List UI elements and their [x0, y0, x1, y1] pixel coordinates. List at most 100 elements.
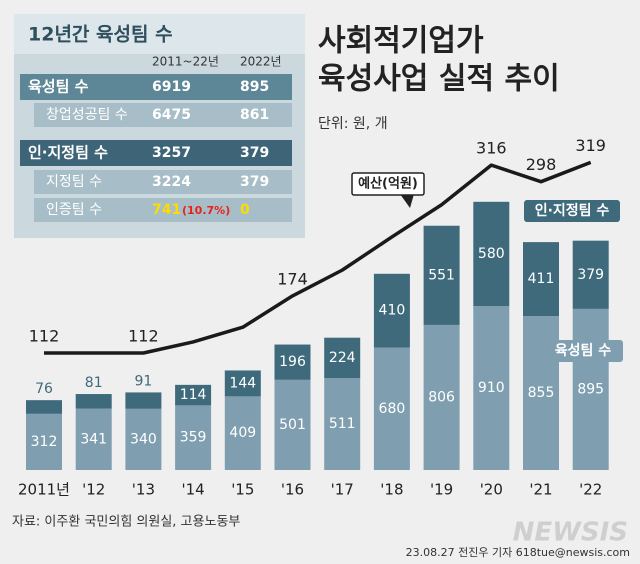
data-label: 341: [80, 431, 107, 447]
bar-segment: [523, 242, 559, 317]
table-row-label: 인증팀 수: [46, 202, 102, 218]
data-label: 501: [279, 417, 306, 433]
chart-title: 사회적기업가: [318, 24, 484, 59]
bar-segment: [572, 240, 609, 309]
table-cell: 379: [240, 174, 269, 190]
bar-segment: [373, 273, 410, 348]
data-label: 359: [180, 430, 207, 446]
x-tick-label: '18: [380, 481, 403, 499]
legend-label: 육성팀 수: [555, 343, 612, 359]
x-tick-label: '19: [430, 481, 453, 499]
data-label: 806: [428, 389, 455, 405]
bar-segment: [423, 324, 460, 470]
table-cell: 895: [240, 79, 269, 95]
table-row: [20, 74, 292, 100]
bar-segment: [324, 337, 361, 379]
table-column: 2022년: [240, 55, 282, 69]
data-label: 379: [577, 267, 604, 283]
data-label: 910: [478, 380, 505, 396]
data-label: 312: [31, 434, 58, 450]
chart-title: 육성사업 실적 추이: [318, 62, 560, 97]
data-label: 410: [379, 303, 406, 319]
table-row-label: 창업성공팀 수: [46, 107, 128, 123]
credit: 23.08.27 전진우 기자 618tue@newsis.com: [406, 546, 630, 559]
data-label: 196: [279, 354, 306, 370]
table-cell: 0: [240, 202, 250, 218]
data-label: 91: [134, 373, 152, 389]
table-column: 2011~22년: [152, 55, 219, 69]
data-label: 855: [528, 385, 555, 401]
table-row: [20, 140, 292, 166]
line-legend: 예산(억원): [358, 176, 418, 192]
table-cell: 861: [240, 107, 269, 123]
bar-segment: [75, 408, 112, 470]
bar-segment: [572, 308, 609, 470]
line-label: 112: [29, 327, 60, 346]
watermark: NEWSIS: [513, 518, 628, 548]
line-label: 316: [476, 139, 507, 158]
table-row-label: 육성팀 수: [28, 78, 89, 96]
bar-segment: [373, 347, 410, 470]
line-label: 174: [277, 269, 308, 288]
legend-box: [543, 340, 623, 362]
table-row: [34, 103, 292, 127]
bar-segment: [224, 370, 261, 397]
table-cell: 6919: [152, 79, 191, 95]
bar-segment: [26, 413, 62, 470]
bar-segment: [125, 408, 162, 470]
bar-segment: [473, 306, 510, 470]
data-label: 551: [428, 267, 455, 283]
table-title: 12년간 육성팀 수: [28, 24, 173, 46]
bar-segment: [175, 405, 212, 470]
bar-segment: [224, 396, 261, 470]
data-label: 411: [528, 271, 555, 287]
x-tick-label: '20: [480, 481, 503, 499]
x-tick-label: '13: [132, 481, 155, 499]
legend-box: [524, 200, 620, 222]
x-tick-label: 2011년: [18, 481, 70, 499]
table-share: (10.7%): [182, 204, 230, 217]
line-label: 298: [526, 155, 557, 174]
callout-pointer: [400, 194, 414, 208]
table-cell: 379: [240, 145, 269, 161]
data-label: 76: [35, 381, 53, 397]
table-cell: 6475: [152, 107, 191, 123]
x-tick-label: '15: [231, 481, 254, 499]
table-row-label: 인·지정팀 수: [28, 144, 108, 162]
data-label: 511: [329, 416, 356, 432]
data-label: 144: [229, 375, 256, 391]
data-label: 81: [85, 375, 103, 391]
table-row: [34, 170, 292, 194]
bar-segment: [324, 378, 361, 470]
bar-segment: [125, 392, 162, 409]
line-label: 112: [128, 327, 159, 346]
line-label: 319: [575, 136, 606, 155]
table-row-label: 지정팀 수: [46, 174, 102, 190]
data-label: 580: [478, 246, 505, 262]
table-row: [34, 198, 292, 222]
legend-label: 인·지정팀 수: [535, 202, 610, 219]
line-legend-box: [351, 172, 425, 196]
bar-segment: [175, 384, 212, 406]
data-label: 224: [329, 350, 356, 366]
source: 자료: 이주환 국민의힘 의원실, 고용노동부: [12, 515, 240, 530]
x-tick-label: '16: [281, 481, 304, 499]
data-label: 895: [577, 381, 604, 397]
bar-segment: [274, 344, 311, 380]
line: [44, 160, 592, 355]
table-cell: 741: [152, 202, 181, 218]
x-tick-label: '21: [529, 481, 552, 499]
bar-segment: [423, 225, 460, 325]
data-label: 114: [180, 387, 207, 403]
bar-segment: [75, 394, 112, 409]
bar-segment: [473, 201, 510, 307]
data-label: 680: [379, 401, 406, 417]
data-label: 409: [229, 425, 256, 441]
x-tick-label: '12: [82, 481, 105, 499]
table-cell: 3224: [152, 174, 191, 190]
subtitle: 단위: 원, 개: [318, 116, 388, 132]
bar-segment: [26, 400, 62, 414]
bar-segment: [274, 379, 311, 470]
